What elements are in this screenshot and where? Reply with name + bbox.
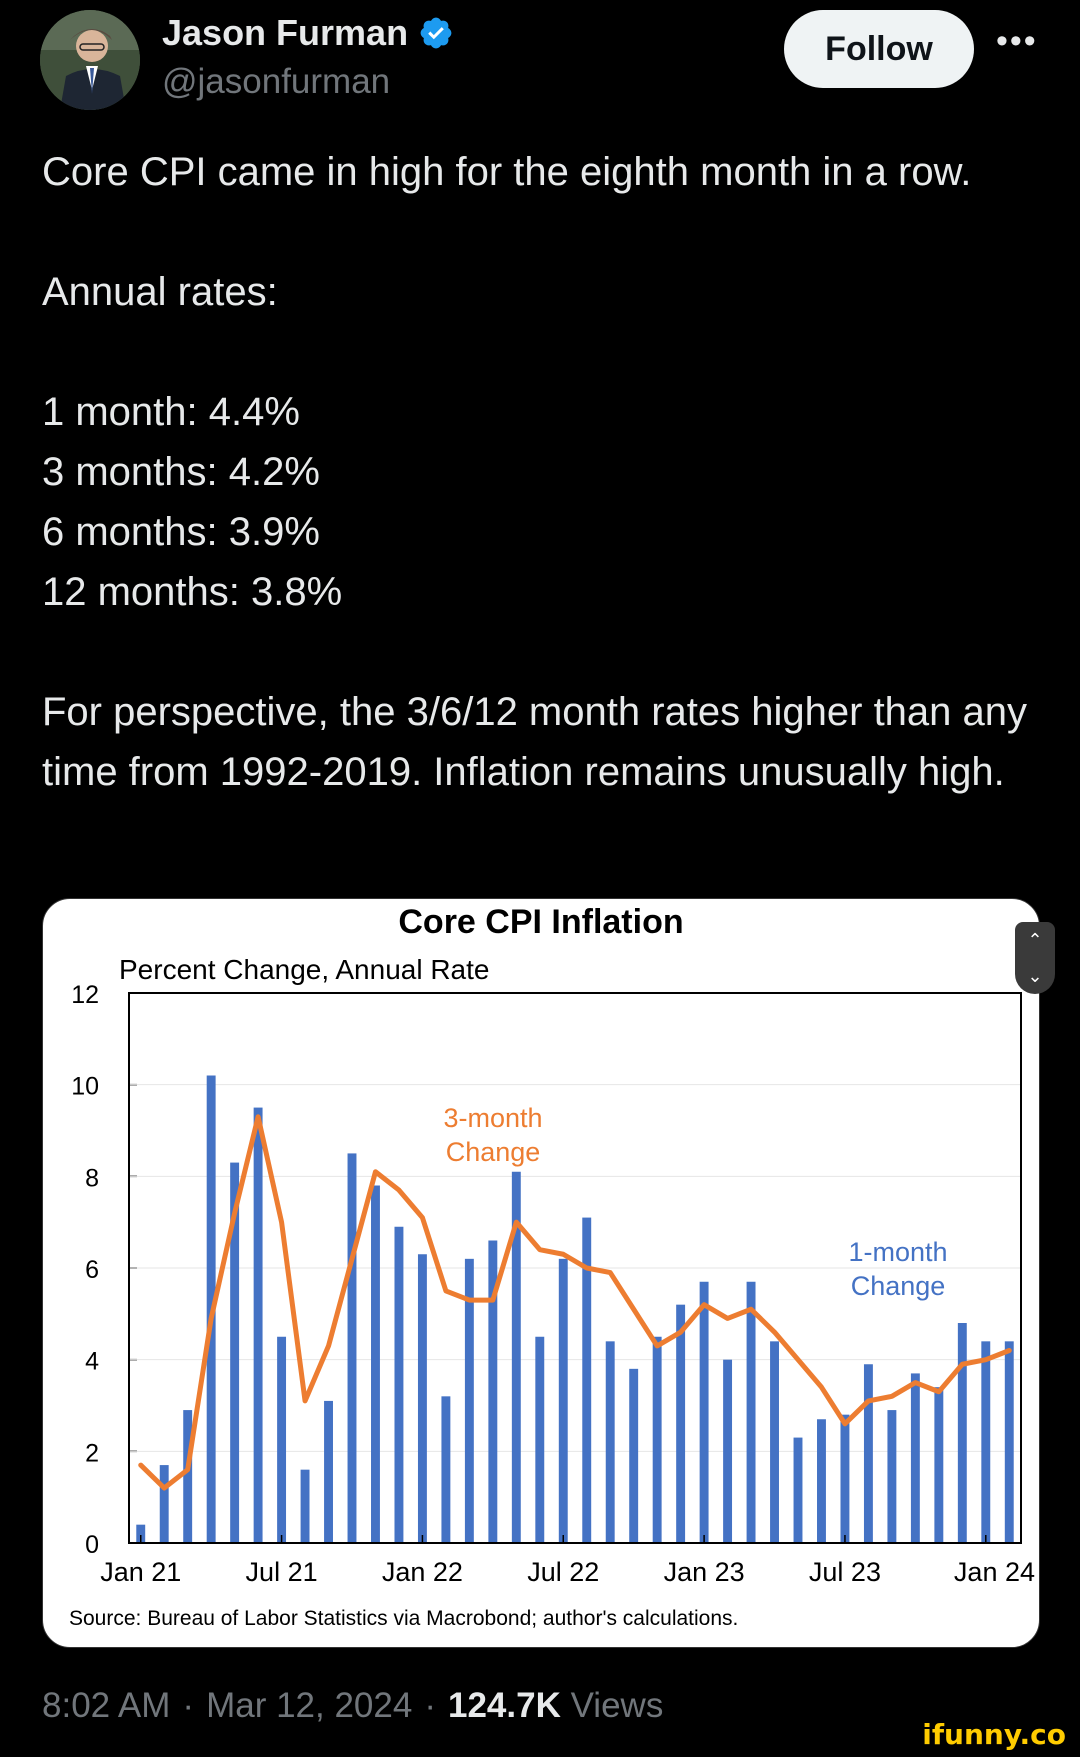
bar-1-month	[887, 1410, 897, 1543]
bar-1-month	[159, 1465, 169, 1543]
bar-1-month	[629, 1368, 639, 1543]
chart-subtitle: Percent Change, Annual Rate	[119, 954, 489, 985]
y-tick-label: 10	[71, 1073, 99, 1101]
rate-line: 1 month: 4.4%	[42, 390, 300, 434]
bar-1-month	[535, 1336, 545, 1543]
chevron-up-icon[interactable]: ⌃	[1027, 929, 1043, 950]
y-tick-label: 12	[71, 981, 99, 1009]
tweet-line: Annual rates:	[42, 270, 278, 314]
x-tick-label: Jan 24	[954, 1557, 1035, 1587]
y-tick-label: 8	[85, 1164, 99, 1192]
views-label: Views	[570, 1686, 664, 1725]
bar-1-month	[699, 1281, 709, 1543]
site-watermark: ifunny.co	[914, 1716, 1074, 1753]
bar-1-month	[910, 1373, 920, 1543]
tweet-header: Jason Furman @jasonfurman Follow •••	[0, 0, 1080, 120]
tweet-date[interactable]: Mar 12, 2024	[206, 1686, 413, 1725]
bar-1-month	[488, 1240, 498, 1543]
bar-1-month	[582, 1217, 592, 1543]
tweet-meta: 8:02 AM · Mar 12, 2024 · 124.7K Views	[42, 1686, 663, 1726]
bar-1-month	[300, 1469, 310, 1543]
views-count[interactable]: 124.7K	[447, 1686, 561, 1725]
annotation-1-month: 1-month	[848, 1237, 947, 1267]
author-name[interactable]: Jason Furman	[162, 12, 409, 53]
rate-line: 3 months: 4.2%	[42, 450, 320, 494]
bar-1-month	[558, 1258, 568, 1543]
bar-1-month	[1004, 1341, 1014, 1543]
author-handle[interactable]: @jasonfurman	[162, 62, 391, 101]
tweet-text: Core CPI came in high for the eighth mon…	[42, 142, 1052, 802]
bar-1-month	[934, 1387, 944, 1543]
y-tick-label: 0	[85, 1531, 99, 1559]
bar-1-month	[253, 1107, 263, 1543]
bar-1-month	[652, 1336, 662, 1543]
bar-1-month	[817, 1419, 826, 1543]
avatar-image	[40, 10, 140, 110]
avatar[interactable]	[40, 10, 140, 110]
bar-1-month	[723, 1359, 733, 1543]
annotation-3-month: 3-month	[443, 1103, 542, 1133]
bar-1-month	[417, 1254, 427, 1543]
x-tick-label: Jan 22	[382, 1557, 463, 1587]
bar-1-month	[324, 1400, 333, 1543]
bar-1-month	[371, 1185, 380, 1543]
verified-badge-icon	[420, 17, 452, 49]
y-tick-label: 6	[85, 1256, 99, 1284]
image-scroll-control[interactable]: ⌃ ⌄	[1015, 922, 1055, 994]
x-tick-label: Jul 23	[809, 1557, 881, 1587]
y-tick-label: 4	[85, 1348, 99, 1376]
bar-1-month	[605, 1341, 615, 1543]
bar-1-month	[511, 1171, 521, 1543]
bar-1-month	[394, 1226, 404, 1543]
bar-1-month	[793, 1437, 803, 1543]
bar-1-month	[770, 1341, 779, 1543]
chart-source: Source: Bureau of Labor Statistics via M…	[69, 1607, 738, 1630]
bar-1-month	[840, 1414, 850, 1543]
follow-button[interactable]: Follow	[784, 10, 974, 88]
rate-line: 12 months: 3.8%	[42, 570, 343, 614]
bar-1-month	[676, 1304, 686, 1543]
annotation-1-month: Change	[851, 1271, 946, 1301]
bar-1-month	[136, 1524, 146, 1543]
chart-title: Core CPI Inflation	[398, 903, 683, 941]
bar-1-month	[441, 1396, 451, 1543]
rate-line: 6 months: 3.9%	[42, 510, 320, 554]
bar-1-month	[746, 1281, 756, 1543]
tweet-time[interactable]: 8:02 AM	[42, 1686, 171, 1725]
bar-1-month	[183, 1410, 193, 1543]
bar-1-month	[863, 1364, 873, 1543]
annotation-3-month: Change	[446, 1137, 541, 1167]
x-tick-label: Jul 21	[246, 1557, 318, 1587]
bar-1-month	[981, 1341, 991, 1543]
tweet-line: Core CPI came in high for the eighth mon…	[42, 150, 972, 194]
more-options-icon[interactable]: •••	[996, 22, 1038, 60]
y-tick-label: 2	[85, 1439, 99, 1467]
bar-1-month	[347, 1153, 357, 1543]
x-tick-label: Jul 22	[527, 1557, 599, 1587]
plot-frame	[128, 992, 1022, 1544]
tweet-line: For perspective, the 3/6/12 month rates …	[42, 690, 1028, 794]
core-cpi-chart: Core CPI Inflation Percent Change, Annual…	[69, 903, 1035, 1630]
bar-1-month	[957, 1323, 967, 1543]
bar-1-month	[464, 1258, 474, 1543]
chevron-down-icon[interactable]: ⌄	[1027, 965, 1043, 986]
chart-image[interactable]: Core CPI Inflation Percent Change, Annual…	[42, 898, 1040, 1648]
line-3-month	[138, 1114, 1012, 1491]
bar-1-month	[277, 1336, 287, 1543]
separator: ·	[182, 1686, 195, 1725]
bar-1-month	[230, 1162, 240, 1543]
separator: ·	[424, 1686, 436, 1725]
author-name-row[interactable]: Jason Furman	[162, 12, 454, 54]
x-tick-label: Jan 23	[664, 1557, 745, 1587]
x-tick-label: Jan 21	[100, 1557, 181, 1587]
